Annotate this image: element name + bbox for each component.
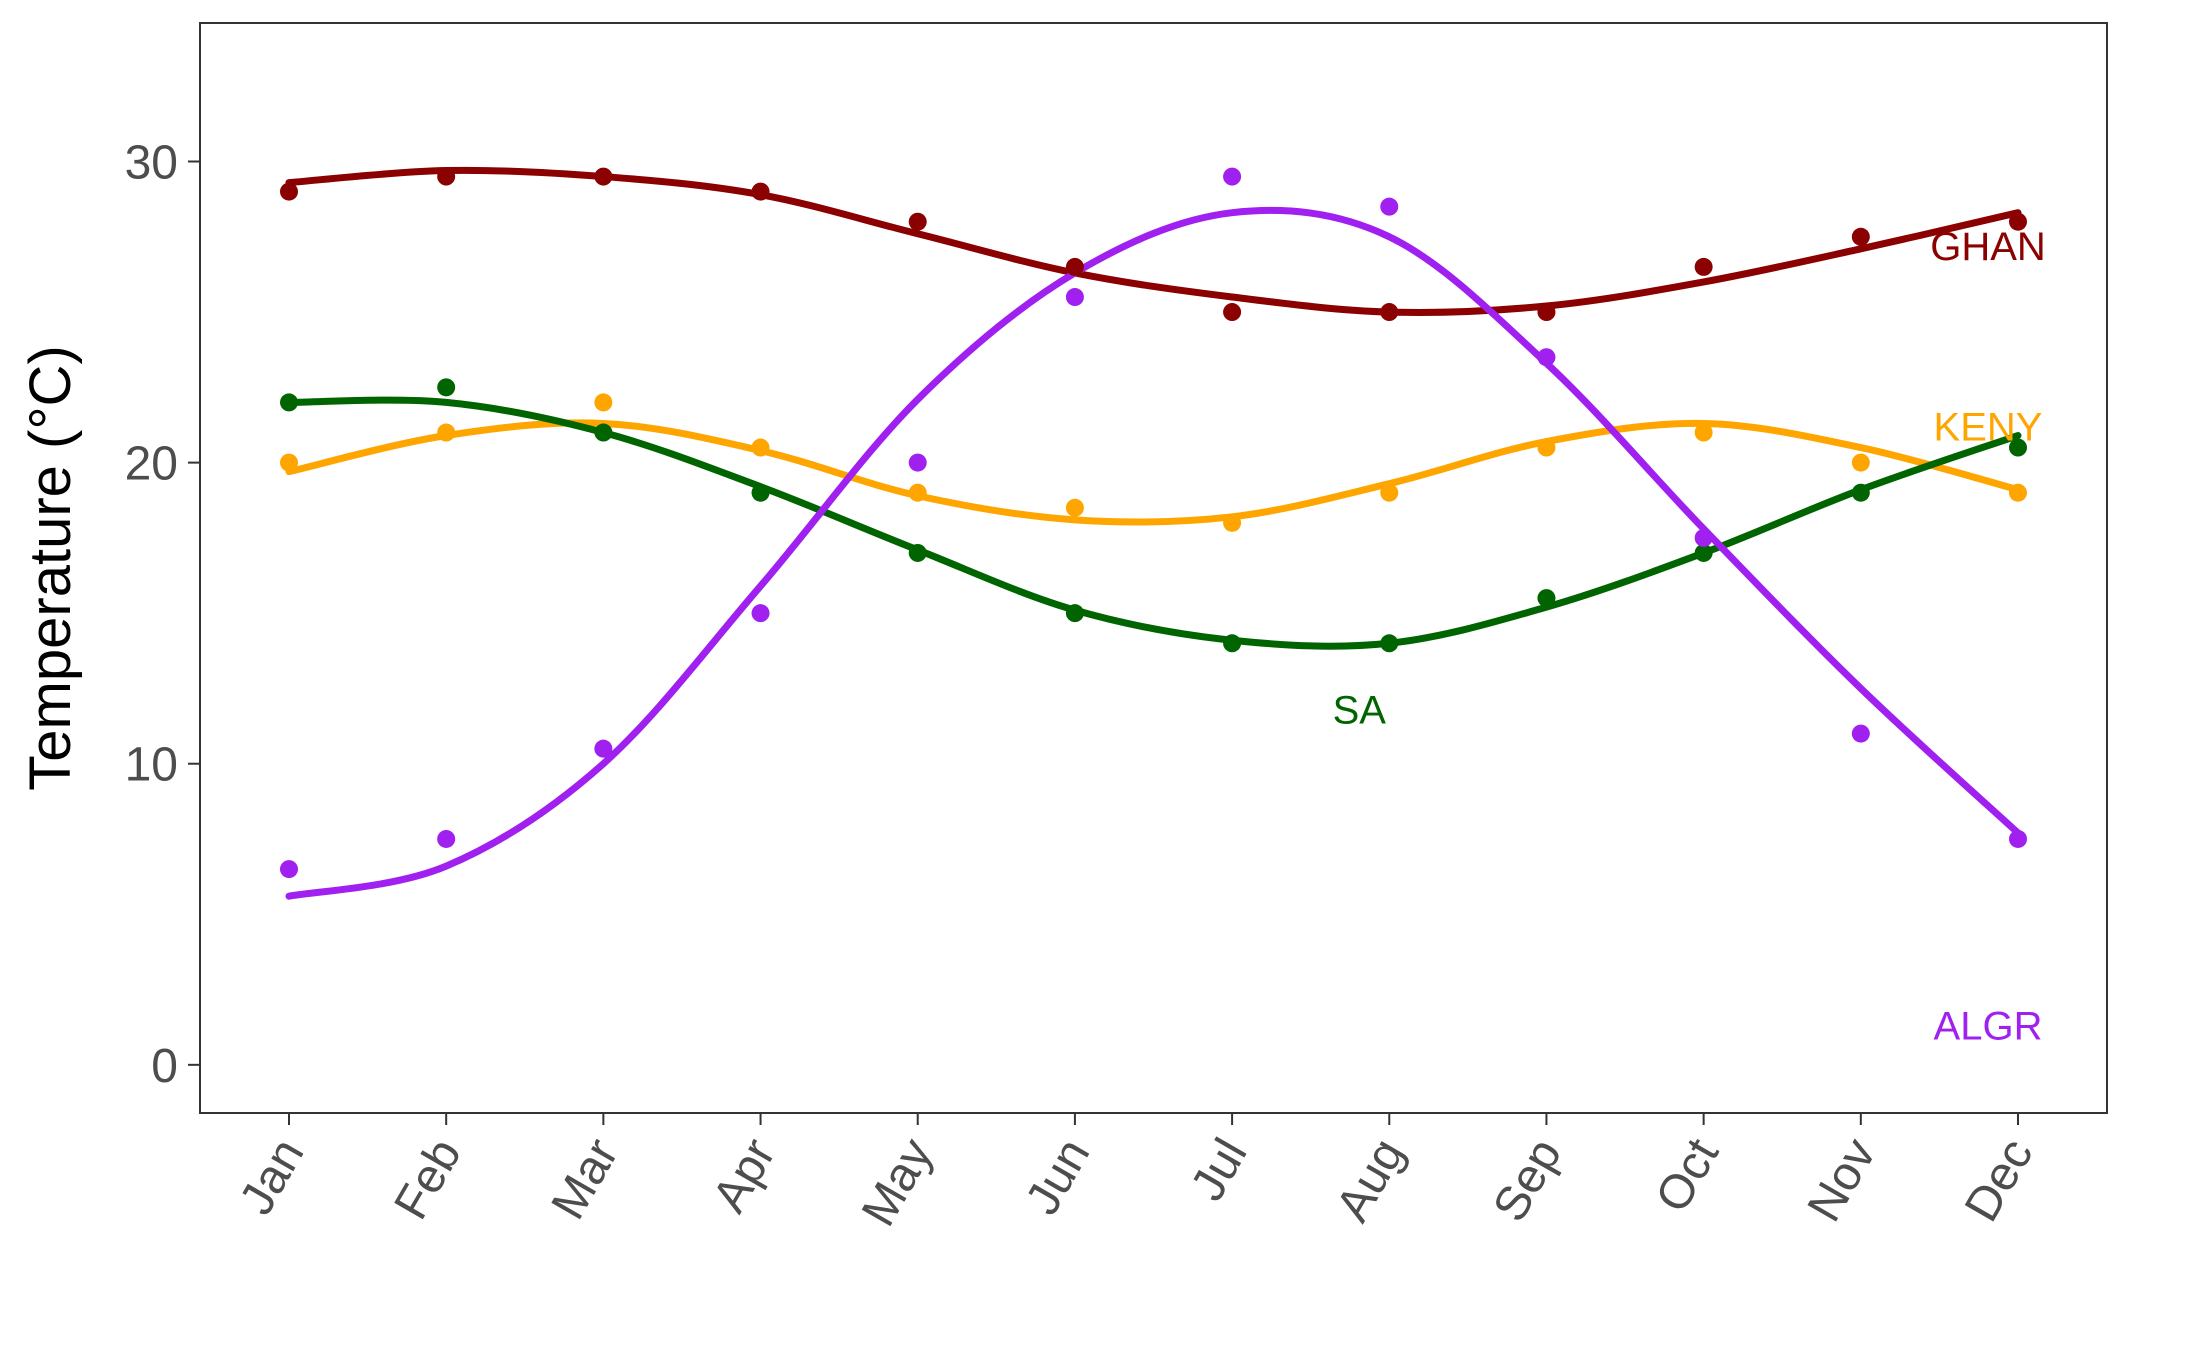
data-point-sa — [751, 483, 770, 502]
data-point-algr — [2009, 829, 2027, 848]
fit-line-keny — [285, 419, 2022, 526]
data-point-ghan — [437, 167, 456, 186]
data-point-sa — [437, 378, 456, 397]
data-point-sa — [1851, 483, 1870, 502]
y-tick-label: 10 — [125, 739, 178, 792]
data-point-algr — [1380, 197, 1399, 216]
data-point-keny — [280, 453, 298, 472]
data-point-keny — [1380, 483, 1399, 502]
y-tick-label: 20 — [125, 438, 178, 491]
data-point-ghan — [1380, 303, 1399, 322]
data-point-algr — [594, 739, 613, 758]
series-labels: GHAN KENY SA ALGR — [1333, 225, 2046, 1049]
fit-line-sa — [285, 396, 2022, 650]
fitted-curves — [285, 166, 2022, 900]
y-tick-label: 30 — [125, 137, 178, 190]
data-point-algr — [1223, 167, 1242, 186]
series-label-keny: KENY — [1934, 405, 2043, 449]
y-tick-label: 0 — [151, 1040, 178, 1093]
data-point-ghan — [1537, 303, 1556, 322]
data-point-keny — [1223, 513, 1242, 532]
data-point-keny — [2009, 483, 2027, 502]
data-point-ghan — [594, 167, 613, 186]
fit-line-algr — [285, 206, 2022, 900]
data-point-keny — [908, 483, 927, 502]
series-label-sa: SA — [1333, 689, 1387, 733]
data-point-sa — [594, 423, 613, 442]
data-point-ghan — [1223, 303, 1242, 322]
series-label-algr: ALGR — [1934, 1005, 2043, 1049]
y-axis-title: Temperature (°C) — [18, 345, 83, 790]
data-point-algr — [908, 453, 927, 472]
data-point-algr — [280, 860, 298, 879]
data-point-ghan — [1065, 257, 1084, 276]
data-point-algr — [1851, 724, 1870, 743]
data-point-keny — [1694, 423, 1713, 442]
data-point-ghan — [2009, 212, 2027, 231]
data-point-sa — [1380, 634, 1399, 653]
data-point-algr — [437, 829, 456, 848]
data-point-sa — [280, 393, 298, 412]
data-point-ghan — [908, 212, 927, 231]
fit-line-ghan — [285, 166, 2022, 316]
data-point-sa — [1694, 543, 1713, 562]
plot-panel-border — [199, 22, 2108, 1114]
data-point-algr — [1694, 528, 1713, 547]
data-point-ghan — [1851, 227, 1870, 246]
data-point-keny — [1537, 438, 1556, 457]
series-label-ghan: GHAN — [1930, 225, 2046, 269]
data-point-ghan — [751, 182, 770, 201]
data-point-keny — [437, 423, 456, 442]
data-point-keny — [1851, 453, 1870, 472]
data-point-ghan — [280, 182, 298, 201]
data-points — [280, 167, 2027, 879]
data-point-sa — [1223, 634, 1242, 653]
data-point-sa — [908, 543, 927, 562]
data-point-sa — [1065, 604, 1084, 623]
data-point-algr — [751, 604, 770, 623]
data-point-algr — [1065, 288, 1084, 307]
data-point-sa — [1537, 589, 1556, 608]
y-axis-ticks: 0 10 20 30 — [125, 137, 200, 1093]
data-point-keny — [1065, 498, 1084, 517]
data-point-sa — [2009, 438, 2027, 457]
data-point-ghan — [1694, 257, 1713, 276]
data-point-algr — [1537, 348, 1556, 367]
data-point-keny — [594, 393, 613, 412]
data-point-keny — [751, 438, 770, 457]
